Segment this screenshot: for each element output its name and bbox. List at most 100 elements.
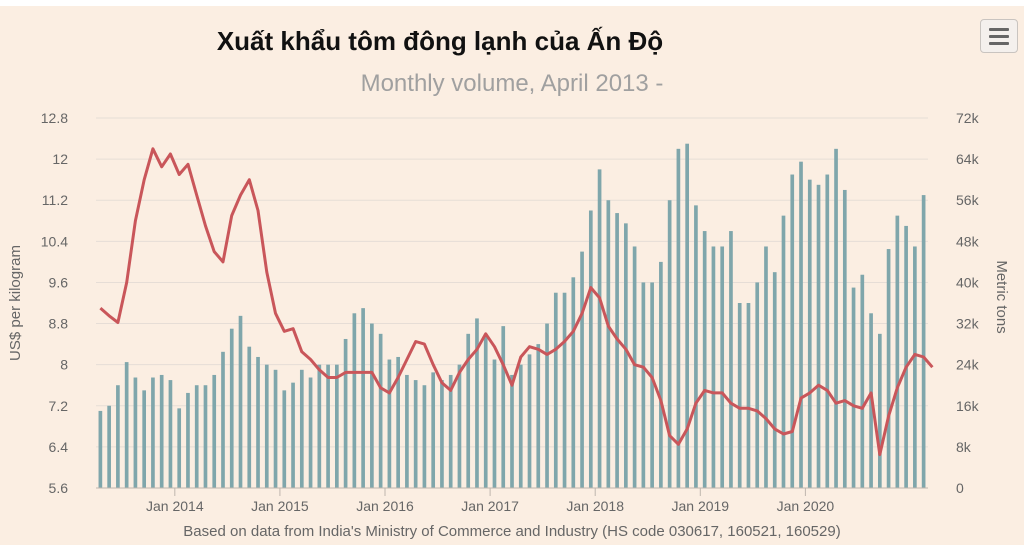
- y-left-tick-label: 12: [52, 151, 68, 167]
- bar: [834, 148, 838, 489]
- bar: [229, 328, 234, 488]
- bar: [553, 292, 558, 488]
- x-tick-label: Jan 2020: [777, 498, 835, 514]
- bar: [326, 364, 330, 488]
- bar: [413, 380, 418, 488]
- x-tick-label: Jan 2015: [251, 498, 309, 514]
- x-tick-label: Jan 2019: [671, 498, 729, 514]
- bar: [483, 333, 488, 488]
- bar: [212, 374, 217, 488]
- bar: [720, 246, 725, 488]
- y-right-tick-label: 56k: [956, 192, 980, 208]
- bar: [781, 215, 786, 488]
- bar: [177, 408, 182, 488]
- bar: [387, 359, 392, 488]
- bar: [98, 410, 103, 488]
- bar: [685, 143, 689, 488]
- hamburger-menu-icon-line-3: [989, 42, 1009, 45]
- y-left-tick-label: 10.4: [41, 233, 68, 249]
- bar: [851, 287, 856, 488]
- bar: [527, 354, 532, 488]
- bar: [475, 318, 479, 488]
- y-right-axis-title: Metric tons: [993, 260, 1010, 333]
- context-menu-button[interactable]: [980, 19, 1018, 53]
- bar: [238, 315, 243, 488]
- bar: [448, 374, 453, 488]
- bar: [702, 231, 707, 489]
- x-tick-label: Jan 2014: [146, 498, 204, 514]
- bar: [755, 282, 760, 488]
- bar: [921, 195, 926, 489]
- y-right-tick-label: 48k: [956, 233, 980, 249]
- bar: [510, 374, 514, 488]
- bar: [317, 364, 322, 488]
- bar: [116, 385, 120, 488]
- y-left-tick-label: 5.6: [49, 480, 69, 496]
- bar: [606, 200, 611, 488]
- bar: [361, 308, 365, 488]
- bar: [466, 333, 471, 488]
- bar: [422, 385, 427, 488]
- y-left-axis-title: US$ per kilogram: [7, 245, 24, 361]
- bar: [711, 246, 716, 488]
- bar: [597, 169, 602, 488]
- bar: [588, 210, 593, 488]
- bar: [186, 392, 190, 488]
- bar: [790, 174, 795, 488]
- top-strip: [0, 0, 1024, 6]
- bar: [860, 274, 865, 488]
- bar: [632, 246, 637, 488]
- bar: [694, 205, 698, 488]
- y-right-tick-label: 0: [956, 480, 964, 496]
- bar: [440, 380, 444, 488]
- hamburger-menu-icon-line-1: [989, 28, 1009, 31]
- bar: [729, 231, 733, 489]
- bar: [562, 292, 567, 488]
- bar: [772, 272, 777, 488]
- price-line: [99, 147, 934, 457]
- bar: [571, 277, 576, 488]
- bar: [501, 326, 506, 488]
- bar: [396, 356, 400, 488]
- y-left-tick-label: 8.8: [49, 316, 69, 332]
- bar: [343, 338, 348, 488]
- bar: [124, 362, 129, 488]
- bar: [107, 405, 111, 488]
- bar: [764, 246, 768, 488]
- chart-title: Xuất khẩu tôm đông lạnh của Ấn Độ: [216, 26, 664, 56]
- y-right-tick-label: 40k: [956, 274, 980, 290]
- bar: [737, 303, 742, 488]
- bar: [151, 377, 155, 488]
- y-right-tick-label: 16k: [956, 398, 980, 414]
- x-tick-label: Jan 2016: [356, 498, 414, 514]
- y-right-tick-label: 8k: [956, 439, 972, 455]
- bar: [825, 174, 830, 488]
- bar: [256, 356, 260, 488]
- bar: [492, 359, 497, 488]
- hamburger-menu-icon-line-2: [989, 35, 1009, 38]
- y-right-tick-label: 72k: [956, 110, 980, 126]
- bar: [659, 261, 663, 488]
- bar: [807, 179, 812, 488]
- bar: [545, 323, 549, 488]
- bar: [895, 215, 900, 488]
- y-right-tick-label: 64k: [956, 151, 980, 167]
- y-left-tick-label: 8: [60, 357, 68, 373]
- bar: [431, 372, 436, 488]
- bar: [247, 346, 252, 488]
- bar: [133, 377, 138, 488]
- x-tick-label: Jan 2018: [566, 498, 624, 514]
- bar: [352, 313, 357, 488]
- bar: [877, 333, 882, 488]
- bar: [282, 390, 287, 488]
- bar: [291, 382, 295, 488]
- bar: [641, 282, 646, 488]
- bar: [650, 282, 654, 488]
- bar: [746, 303, 751, 488]
- bar: [378, 333, 383, 488]
- y-right-tick-label: 32k: [956, 316, 980, 332]
- bar: [221, 351, 225, 488]
- chart-subtitle: Monthly volume, April 2013 -: [360, 70, 664, 97]
- bar: [142, 390, 147, 488]
- y-right-tick-label: 24k: [956, 357, 980, 373]
